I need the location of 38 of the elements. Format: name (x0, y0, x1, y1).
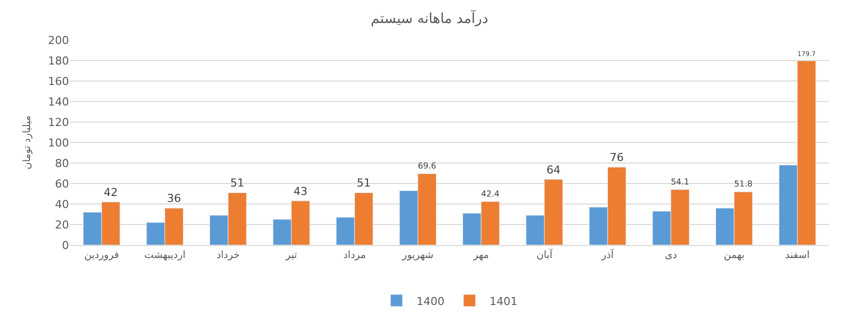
y-tick-label: 60 (55, 177, 69, 190)
y-tick-label: 180 (48, 54, 69, 68)
x-tick-label: دی (664, 250, 678, 261)
y-tick-label: 200 (48, 34, 69, 47)
x-tick-label: تیر (284, 250, 298, 261)
y-tick-label: 20 (55, 218, 69, 232)
data-label: 76 (610, 151, 624, 164)
x-tick-label: آذر (600, 248, 615, 261)
x-tick-label: آبان (536, 248, 554, 261)
x-tick-label: مهر (472, 250, 489, 261)
data-label: 51 (356, 176, 371, 190)
data-label: 51 (230, 176, 244, 190)
x-tick-label: بهمن (724, 250, 745, 261)
data-label: 36 (167, 192, 182, 206)
x-tick-label: مرداد (343, 250, 366, 261)
x-tick-label: فروردین (84, 250, 120, 261)
chart-title: درآمد ماهانه سیستم (370, 8, 488, 27)
x-tick-label: اسفند (785, 250, 810, 261)
y-tick-label: 40 (55, 198, 69, 211)
data-label: 69.6 (418, 160, 436, 170)
x-tick-label: خرداد (216, 250, 240, 261)
data-label: 64 (546, 163, 561, 176)
y-axis-title: میلیارد تومان (22, 116, 33, 170)
data-label: 42.4 (481, 188, 500, 198)
x-tick-label: اردیبهشت (144, 250, 186, 261)
legend-label: 1401 (490, 294, 518, 308)
y-tick-label: 0 (62, 238, 69, 252)
y-tick-label: 120 (48, 116, 69, 129)
y-tick-label: 160 (48, 74, 69, 88)
data-label: 42 (104, 186, 118, 199)
y-tick-label: 80 (55, 156, 69, 170)
y-tick-label: 100 (48, 136, 69, 150)
data-label: 54.1 (670, 176, 690, 186)
data-label: 43 (294, 184, 308, 198)
x-tick-label: شهریور (401, 250, 434, 261)
legend-label: 1400 (416, 294, 444, 308)
y-tick-label: 140 (48, 95, 69, 108)
data-label: 51.8 (734, 178, 752, 189)
